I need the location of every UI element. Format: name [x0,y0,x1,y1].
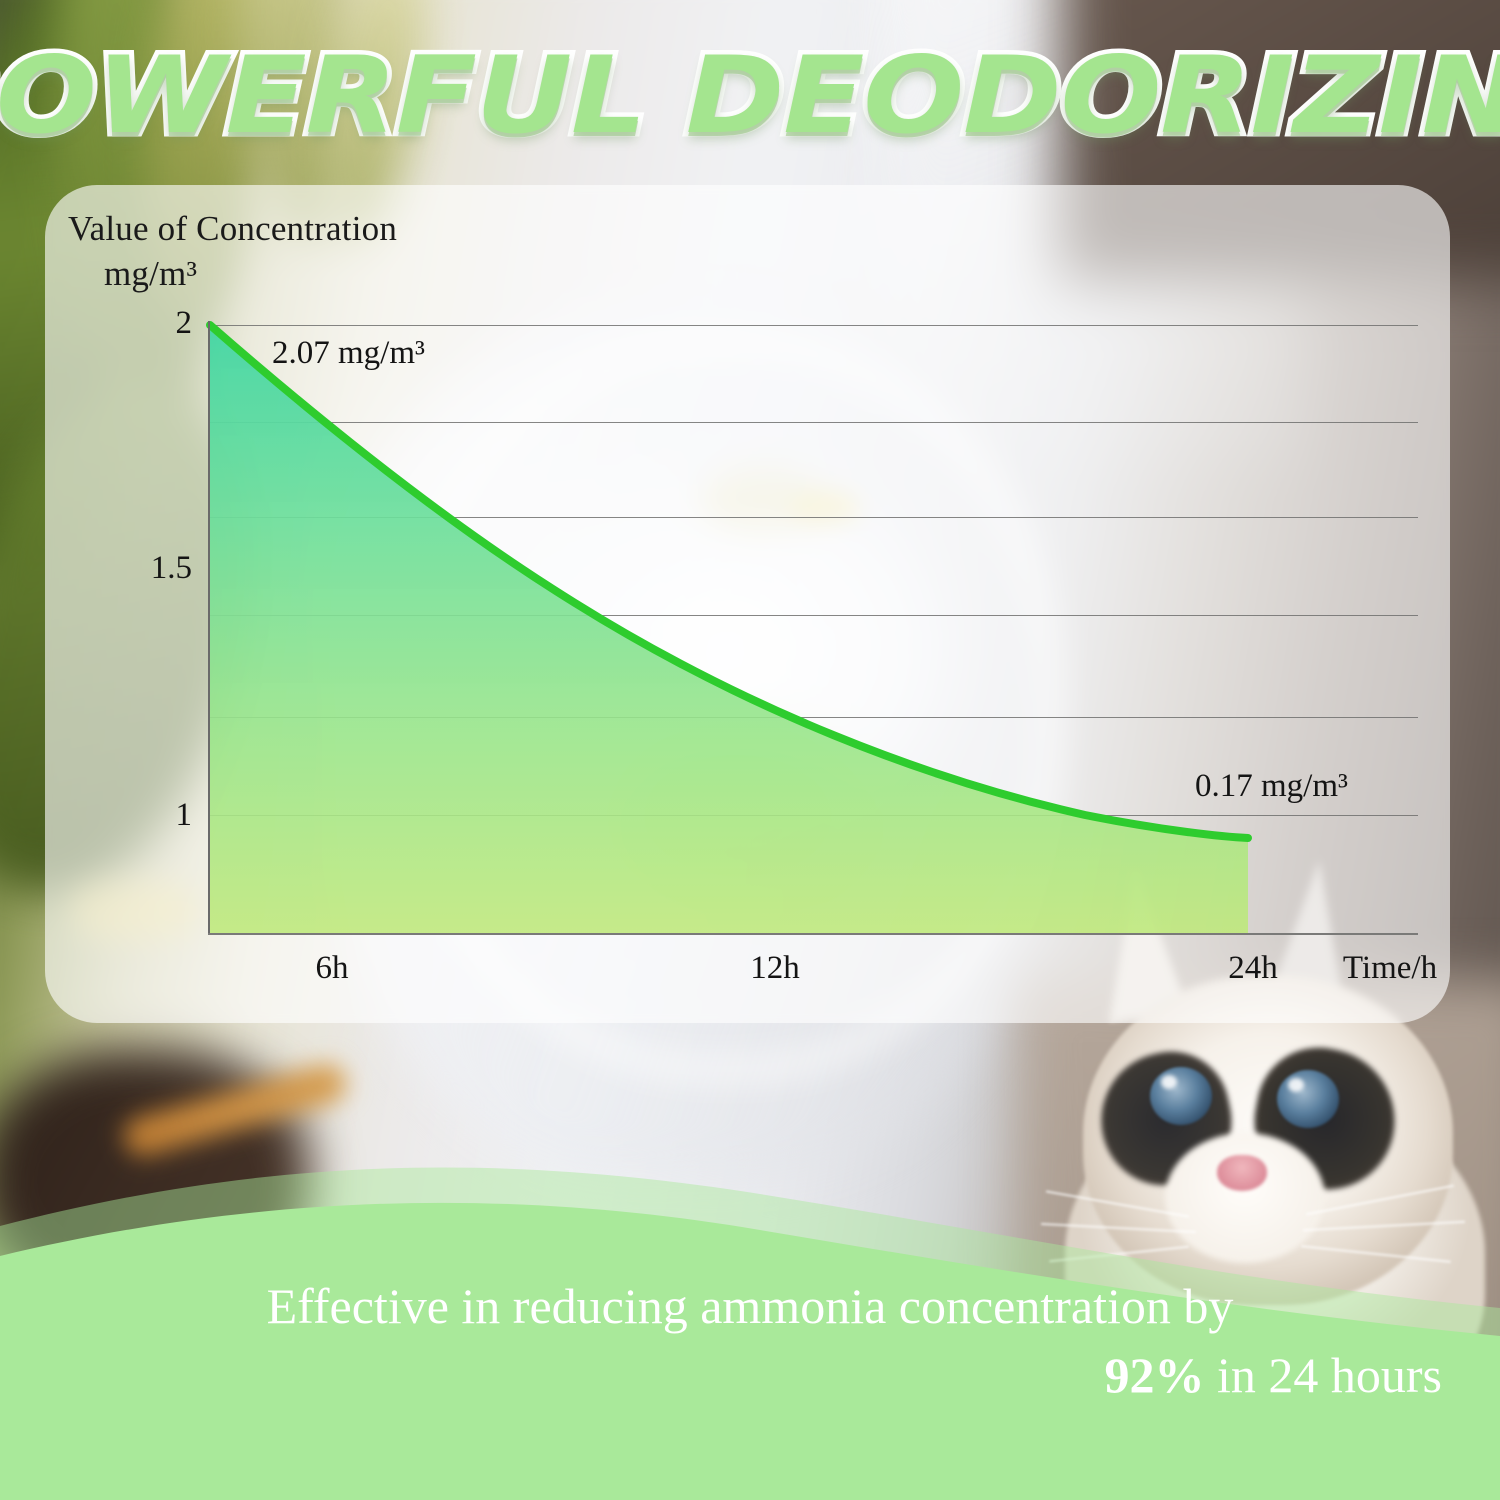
x-tick-label: 24h [1228,950,1278,986]
page-title: POWERFUL DEODORIZING [0,30,1500,162]
footer-line-1: Effective in reducing ammonia concentrat… [266,1278,1234,1334]
cat-eye-highlight [1288,1078,1304,1092]
cat-muzzle [1165,1133,1325,1263]
area-fill [210,325,1248,933]
gridline [208,717,1418,718]
y-tick-label: 1 [175,797,193,833]
footer-caption: Effective in reducing ammonia concentrat… [0,1250,1500,1500]
end-value-annotation: 0.17 mg/m³ [1195,768,1348,804]
wave-graphics [0,1167,1500,1500]
y-tick-label: 2 [175,305,193,341]
x-tick-label: 12h [750,950,800,986]
cat-eye-left [1150,1067,1212,1125]
x-tick-label: 6h [315,950,349,986]
concentration-decay-curve [206,321,1252,933]
x-axis-title: Time/h [1342,950,1438,986]
x-axis-line [208,933,1418,935]
gridline [208,615,1418,616]
footer-wave-section: Effective in reducing ammonia concentrat… [0,1160,1500,1500]
cat-nose [1217,1155,1267,1191]
chart-card: Value of Concentration mg/m³ [45,185,1450,1023]
y-axis-title: Value of Concentration mg/m³ [68,209,398,293]
gridline [208,422,1418,423]
chart-area: Value of Concentration mg/m³ [45,185,1450,1023]
wave-solid [0,1202,1500,1500]
gridline [208,325,1418,326]
cat-eye-right [1277,1070,1339,1128]
start-value-annotation: 2.07 mg/m³ [272,335,425,371]
gridline [208,517,1418,518]
footer-line-2-rest: in 24 hours [1204,1347,1442,1403]
y-tick-label: 1.5 [150,550,192,586]
footer-line-2: 92% in 24 hours [0,1341,1500,1410]
y-axis-line [208,321,210,934]
footer-percent: 92% [1104,1347,1205,1403]
curve-line [206,321,1252,842]
cat-eye-highlight [1161,1075,1177,1089]
